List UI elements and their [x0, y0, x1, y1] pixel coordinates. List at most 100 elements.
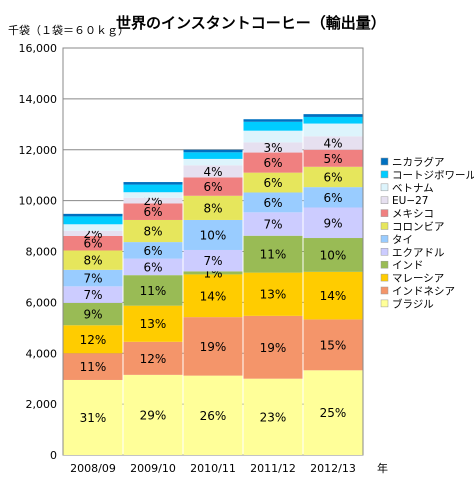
data-label: 11%	[80, 360, 107, 374]
bar-segment	[123, 184, 183, 193]
y-tick-label: 2,000	[26, 398, 58, 411]
bar-segment	[183, 195, 243, 220]
data-label: 14%	[200, 289, 227, 303]
bars: 31%11%12%9%7%7%8%6%2%29%12%13%11%6%6%8%6…	[63, 114, 363, 455]
bar-segment	[63, 224, 123, 231]
legend-label: エクアドル	[392, 247, 445, 259]
data-label: 4%	[203, 165, 222, 179]
bar-segment	[303, 114, 363, 117]
data-label: 19%	[260, 341, 287, 355]
legend-swatch	[380, 299, 389, 308]
bar-segment	[243, 192, 303, 213]
bar-segment	[123, 275, 183, 306]
data-label: 10%	[320, 248, 347, 262]
data-label: 31%	[80, 411, 107, 425]
bar-segment	[183, 152, 243, 159]
x-tick-label: 2011/12	[250, 462, 296, 475]
data-label: 7%	[83, 272, 102, 286]
legend-swatch	[380, 157, 389, 166]
legend: ニカラグアコートジボワールベトナムEU−27メキシココロンビアタイエクアドルイン…	[380, 156, 474, 310]
data-label: 12%	[140, 352, 167, 366]
y-tick-label: 4,000	[26, 347, 58, 360]
x-tick-label: 2012/13	[310, 462, 356, 475]
data-label: 6%	[143, 205, 162, 219]
y-tick-label: 10,000	[19, 195, 58, 208]
data-label: 29%	[140, 408, 167, 422]
data-label: 7%	[203, 254, 222, 268]
bar-segment	[243, 119, 303, 122]
bar-segment	[243, 130, 303, 143]
data-label: 25%	[320, 406, 347, 420]
bar-segment	[63, 235, 123, 251]
bar-segment	[243, 212, 303, 236]
bar-segment	[123, 258, 183, 276]
y-tick-label: 6,000	[26, 296, 58, 309]
legend-swatch	[380, 209, 389, 217]
legend-label: ベトナム	[392, 182, 434, 194]
data-label: 15%	[320, 338, 347, 352]
y-tick-label: 8,000	[26, 246, 58, 259]
bar-segment	[63, 230, 123, 236]
bar-segment	[63, 250, 123, 270]
legend-label: インドネシア	[392, 286, 455, 298]
bar-segment	[123, 203, 183, 220]
legend-swatch	[380, 248, 389, 256]
bar-segment	[123, 341, 183, 375]
bar-segment	[243, 152, 303, 173]
bar-segment	[303, 271, 363, 320]
bar-segment	[183, 375, 243, 455]
data-label: 5%	[323, 152, 342, 166]
data-label: 13%	[260, 288, 287, 302]
bar-segment	[63, 379, 123, 455]
data-label: 6%	[143, 244, 162, 258]
bar-segment	[183, 177, 243, 196]
data-label: 8%	[83, 254, 102, 268]
data-label: 8%	[203, 201, 222, 215]
data-label: 6%	[263, 156, 282, 170]
legend-swatch	[380, 260, 389, 269]
legend-swatch	[380, 222, 389, 230]
bar-segment	[63, 353, 123, 380]
data-label: 6%	[323, 191, 342, 205]
data-label: 6%	[323, 170, 342, 184]
bar-segment	[303, 116, 363, 124]
bar-segment	[63, 302, 123, 326]
y-tick-label: 16,000	[19, 42, 58, 55]
legend-label: コートジボワール	[392, 169, 474, 181]
data-label: 12%	[80, 333, 107, 347]
legend-swatch	[380, 183, 389, 192]
bar-segment	[183, 149, 243, 153]
y-axis: 0 2,000 4,000 6,000 8,000 10,000 12,000 14,000 1…	[19, 42, 58, 462]
bar-segment	[63, 325, 123, 354]
data-label: 3%	[263, 141, 282, 155]
bar-segment	[243, 378, 303, 455]
bar-segment	[243, 235, 303, 273]
bar-segment	[303, 166, 363, 188]
bar-segment	[123, 374, 183, 455]
data-label: 7%	[83, 288, 102, 302]
legend-swatch	[380, 273, 389, 282]
x-tick-label: 2010/11	[190, 462, 236, 475]
y-tick-label: 0	[50, 449, 57, 462]
bar-segment	[183, 249, 243, 272]
bar-segment	[123, 219, 183, 243]
bar-segment	[123, 197, 183, 204]
legend-label: ブラジル	[392, 297, 434, 310]
legend-swatch	[380, 170, 389, 179]
data-label: 6%	[83, 237, 102, 251]
bar-segment	[183, 165, 243, 178]
bar-segment	[183, 274, 243, 318]
bar-segment	[123, 192, 183, 198]
bar-segment	[183, 317, 243, 376]
legend-label: タイ	[392, 234, 413, 246]
data-label: 9%	[323, 216, 342, 230]
bar-segment	[243, 142, 303, 153]
data-label: 19%	[200, 340, 227, 354]
data-label: 11%	[140, 284, 167, 298]
chart-title: 世界のインスタントコーヒー（輸出量）	[116, 14, 386, 32]
bar-segment	[243, 121, 303, 131]
legend-swatch	[380, 235, 389, 243]
data-label: 6%	[203, 180, 222, 194]
